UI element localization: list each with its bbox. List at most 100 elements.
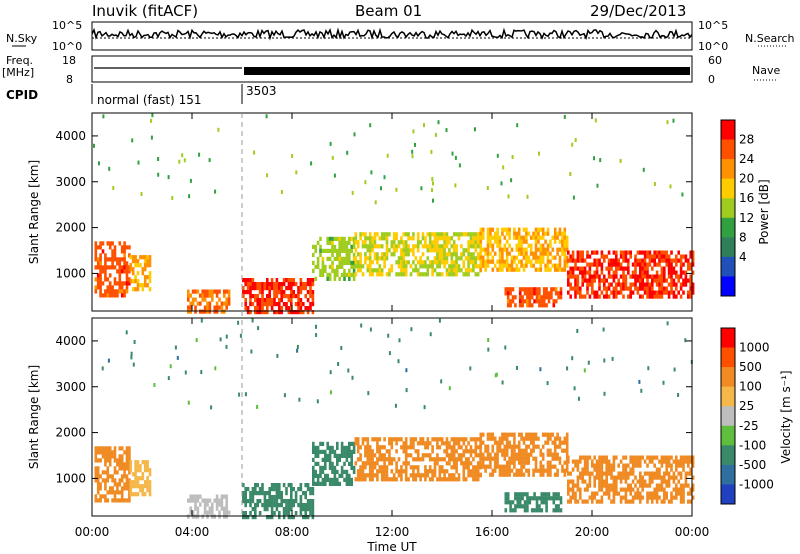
heat-cell-5 — [373, 473, 377, 478]
heat-cell-8 — [612, 286, 616, 291]
heat-cell-4 — [319, 248, 322, 253]
heat-cell-8 — [658, 459, 661, 464]
colorbar-swatch — [721, 386, 735, 407]
heat-cell-8 — [648, 254, 652, 259]
heat-cell-2 — [196, 506, 200, 511]
heat-cell-7 — [526, 492, 529, 497]
heat-cell-0 — [111, 454, 114, 459]
heat-cell-5 — [397, 260, 401, 265]
heat-cell-0 — [111, 265, 114, 270]
heat-cell-7 — [538, 504, 541, 509]
heat-cell-8 — [605, 278, 608, 283]
heat-cell-5 — [421, 264, 425, 269]
heat-cell-5 — [448, 453, 451, 458]
sparse-echo — [429, 332, 432, 337]
heat-cell-5 — [392, 473, 396, 478]
heat-cell-6 — [561, 235, 564, 240]
heat-cell-1 — [129, 267, 133, 272]
heat-cell-8 — [655, 475, 659, 480]
heat-cell-6 — [520, 452, 523, 457]
sparse-echo — [337, 362, 340, 366]
heat-cell-8 — [636, 459, 640, 464]
heat-cell-2 — [206, 289, 209, 294]
heat-cell-4 — [312, 457, 315, 462]
heat-cell-0 — [123, 241, 126, 246]
heat-cell-3 — [304, 507, 307, 512]
heat-cell-2 — [227, 289, 231, 294]
heat-cell-0 — [118, 277, 122, 282]
heat-cell-7 — [516, 504, 520, 509]
heat-cell-8 — [684, 274, 688, 279]
heat-cell-6 — [539, 251, 543, 256]
heat-cell-8 — [684, 254, 688, 259]
heat-cell-5 — [431, 449, 434, 454]
heat-cell-7 — [545, 291, 548, 296]
heat-cell-8 — [660, 254, 664, 259]
heat-cell-3 — [299, 306, 303, 311]
heat-cell-6 — [503, 243, 507, 248]
heat-cell-3 — [290, 507, 293, 512]
heat-cell-5 — [457, 477, 461, 482]
heat-cell-2 — [191, 289, 195, 294]
heat-cell-0 — [123, 249, 126, 254]
heat-cell-5 — [472, 457, 475, 462]
heat-cell-1 — [139, 464, 142, 469]
sparse-echo — [388, 351, 391, 356]
nsky-tick-top: 10^5 — [52, 19, 82, 32]
heat-cell-8 — [610, 463, 613, 468]
heat-cell-4 — [321, 477, 325, 482]
heat-cell-5 — [368, 453, 372, 458]
heat-cell-0 — [120, 478, 124, 483]
heat-cell-5 — [421, 236, 425, 241]
heat-cell-6 — [563, 472, 567, 477]
heat-cell-8 — [624, 274, 628, 279]
heat-cell-6 — [489, 227, 492, 232]
heat-cell-8 — [591, 278, 594, 283]
heat-cell-5 — [390, 441, 394, 446]
heat-cell-3 — [254, 507, 257, 512]
heat-cell-6 — [479, 444, 483, 449]
heat-cell-7 — [523, 492, 527, 497]
heat-cell-0 — [116, 470, 119, 475]
heat-cell-6 — [553, 464, 557, 469]
heat-cell-8 — [655, 250, 659, 255]
heat-cell-2 — [223, 301, 226, 306]
heat-cell-5 — [376, 445, 379, 450]
heat-cell-5 — [388, 453, 391, 458]
heat-cell-8 — [643, 270, 647, 275]
heat-cell-6 — [498, 436, 502, 441]
heat-cell-6 — [520, 436, 523, 441]
heat-cell-3 — [273, 511, 276, 516]
heat-cell-5 — [419, 260, 422, 265]
heat-cell-5 — [356, 477, 360, 482]
heat-cell-8 — [615, 282, 618, 287]
heat-cell-0 — [123, 466, 126, 471]
heat-cell-5 — [438, 248, 442, 253]
heat-cell-8 — [643, 262, 647, 267]
heat-cell-6 — [546, 472, 550, 477]
heat-cell-5 — [419, 441, 422, 446]
heat-cell-5 — [424, 272, 427, 277]
sparse-echo — [451, 151, 454, 156]
heat-cell-5 — [436, 461, 439, 466]
heat-cell-6 — [558, 247, 562, 252]
ytick-label: 2000 — [55, 221, 86, 235]
heat-cell-7 — [557, 496, 560, 501]
heat-cell-5 — [373, 244, 377, 249]
heat-cell-8 — [612, 463, 616, 468]
heat-cell-8 — [648, 258, 652, 263]
heat-cell-7 — [521, 504, 524, 509]
heat-cell-4 — [321, 481, 325, 486]
heat-cell-4 — [321, 465, 325, 470]
heat-cell-3 — [256, 298, 259, 303]
heat-cell-6 — [541, 255, 545, 260]
heat-cell-5 — [448, 461, 451, 466]
heat-cell-4 — [324, 477, 327, 482]
heat-cell-4 — [352, 276, 356, 281]
heat-cell-5 — [443, 252, 446, 257]
sparse-echo — [502, 165, 505, 170]
heat-cell-5 — [450, 457, 454, 462]
heat-cell-8 — [591, 463, 594, 468]
heat-cell-4 — [321, 268, 325, 273]
heat-cell-5 — [383, 256, 386, 261]
